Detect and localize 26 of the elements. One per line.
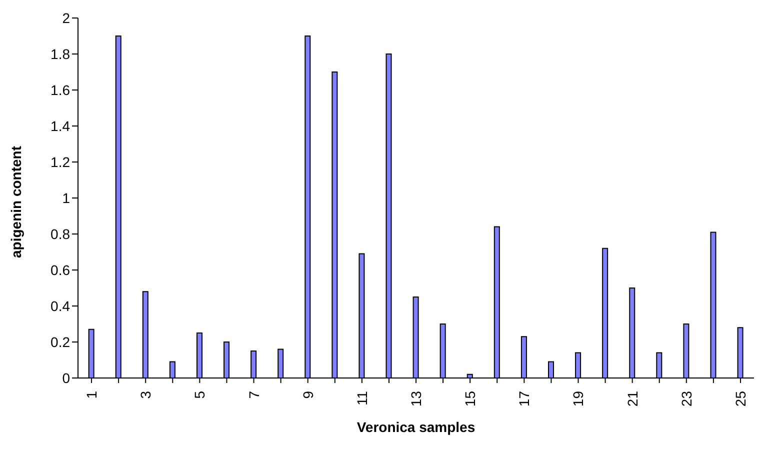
y-tick-label: 0.2 [50,334,70,350]
x-tick-label: 9 [300,390,316,399]
y-tick-label: 0.4 [50,298,70,314]
x-tick-label: 3 [138,390,154,399]
y-tick-label: 1 [62,190,70,206]
y-tick-label: 1.8 [50,46,70,62]
x-axis-title: Veronica samples [356,418,476,435]
y-tick-label: 2 [62,10,70,26]
y-tick-label: 0.8 [50,226,70,242]
x-tick-label: 19 [570,390,586,407]
y-tick-label: 1.4 [50,118,70,134]
y-axis-title: apigenin content [8,146,24,258]
x-tick-label: 7 [246,390,262,399]
x-tick-label: 5 [192,390,208,399]
x-tick-label: 13 [408,390,424,407]
y-tick-label: 1.2 [50,154,70,170]
x-tick-label: 21 [624,390,640,407]
x-tick-label: 11 [354,390,370,406]
x-tick-label: 23 [678,390,694,407]
x-tick-label: 1 [84,390,100,399]
y-tick-label: 1.6 [50,82,70,98]
y-tick-label: 0.6 [50,262,70,278]
x-tick-label: 25 [732,390,748,407]
x-tick-label: 17 [516,390,532,407]
y-tick-label: 0 [62,370,70,386]
x-tick-label: 15 [462,390,478,407]
